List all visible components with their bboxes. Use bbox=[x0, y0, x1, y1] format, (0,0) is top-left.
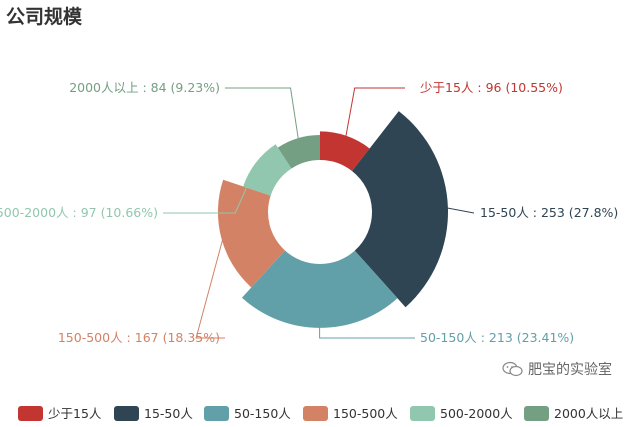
slice-1[interactable] bbox=[351, 111, 448, 308]
legend-label-3: 150-500人 bbox=[333, 406, 398, 421]
legend-swatch-2 bbox=[204, 406, 229, 421]
legend-label-0: 少于15人 bbox=[48, 406, 102, 421]
leader-line-2 bbox=[319, 325, 415, 339]
slice-2[interactable] bbox=[241, 250, 398, 328]
legend-label-4: 500-2000人 bbox=[440, 406, 513, 421]
legend-label-1: 15-50人 bbox=[144, 406, 193, 421]
legend-item-1[interactable]: 15-50人 bbox=[114, 406, 193, 421]
watermark-text: 肥宝的实验室 bbox=[528, 362, 612, 378]
data-label-2: 50-150人 : 213 (23.41%) bbox=[420, 330, 574, 345]
legend-swatch-5 bbox=[524, 406, 549, 421]
data-label-5: 2000人以上 : 84 (9.23%) bbox=[69, 80, 220, 95]
data-label-4: 500-2000人 : 97 (10.66%) bbox=[0, 205, 158, 220]
legend-item-4[interactable]: 500-2000人 bbox=[410, 406, 513, 421]
wechat-icon bbox=[502, 361, 523, 377]
slice-4[interactable] bbox=[243, 144, 292, 196]
legend[interactable]: 少于15人 15-50人 50-150人 150-500人 500-2000人 2000人… bbox=[18, 406, 623, 421]
leader-line-4 bbox=[163, 163, 258, 214]
legend-item-2[interactable]: 50-150人 bbox=[204, 406, 291, 421]
legend-swatch-0 bbox=[18, 406, 43, 421]
leader-line-5 bbox=[225, 87, 299, 140]
legend-item-3[interactable]: 150-500人 bbox=[303, 406, 398, 421]
slices-group bbox=[217, 111, 448, 328]
watermark: 肥宝的实验室 bbox=[502, 359, 612, 379]
legend-swatch-3 bbox=[303, 406, 328, 421]
leader-line-0 bbox=[345, 87, 405, 138]
data-label-1: 15-50人 : 253 (27.8%) bbox=[480, 205, 618, 220]
slice-0[interactable] bbox=[320, 131, 370, 172]
data-label-0: 少于15人 : 96 (10.55%) bbox=[420, 80, 563, 95]
slice-5[interactable] bbox=[277, 135, 320, 169]
data-label-3: 150-500人 : 167 (18.35%) bbox=[58, 330, 220, 345]
legend-label-2: 50-150人 bbox=[234, 406, 291, 421]
chart-title: 公司规模 bbox=[6, 6, 83, 28]
slice-3[interactable] bbox=[217, 179, 285, 288]
legend-label-5: 2000人以上 bbox=[554, 406, 623, 421]
data-labels-group: 少于15人 : 96 (10.55%) 15-50人 : 253 (27.8%) 5… bbox=[0, 80, 618, 345]
legend-swatch-4 bbox=[410, 406, 435, 421]
leader-line-3 bbox=[195, 237, 225, 339]
leader-line-1 bbox=[445, 207, 475, 214]
legend-item-5[interactable]: 2000人以上 bbox=[524, 406, 623, 421]
legend-swatch-1 bbox=[114, 406, 139, 421]
leader-lines-group bbox=[163, 87, 475, 339]
legend-item-0[interactable]: 少于15人 bbox=[18, 406, 102, 421]
